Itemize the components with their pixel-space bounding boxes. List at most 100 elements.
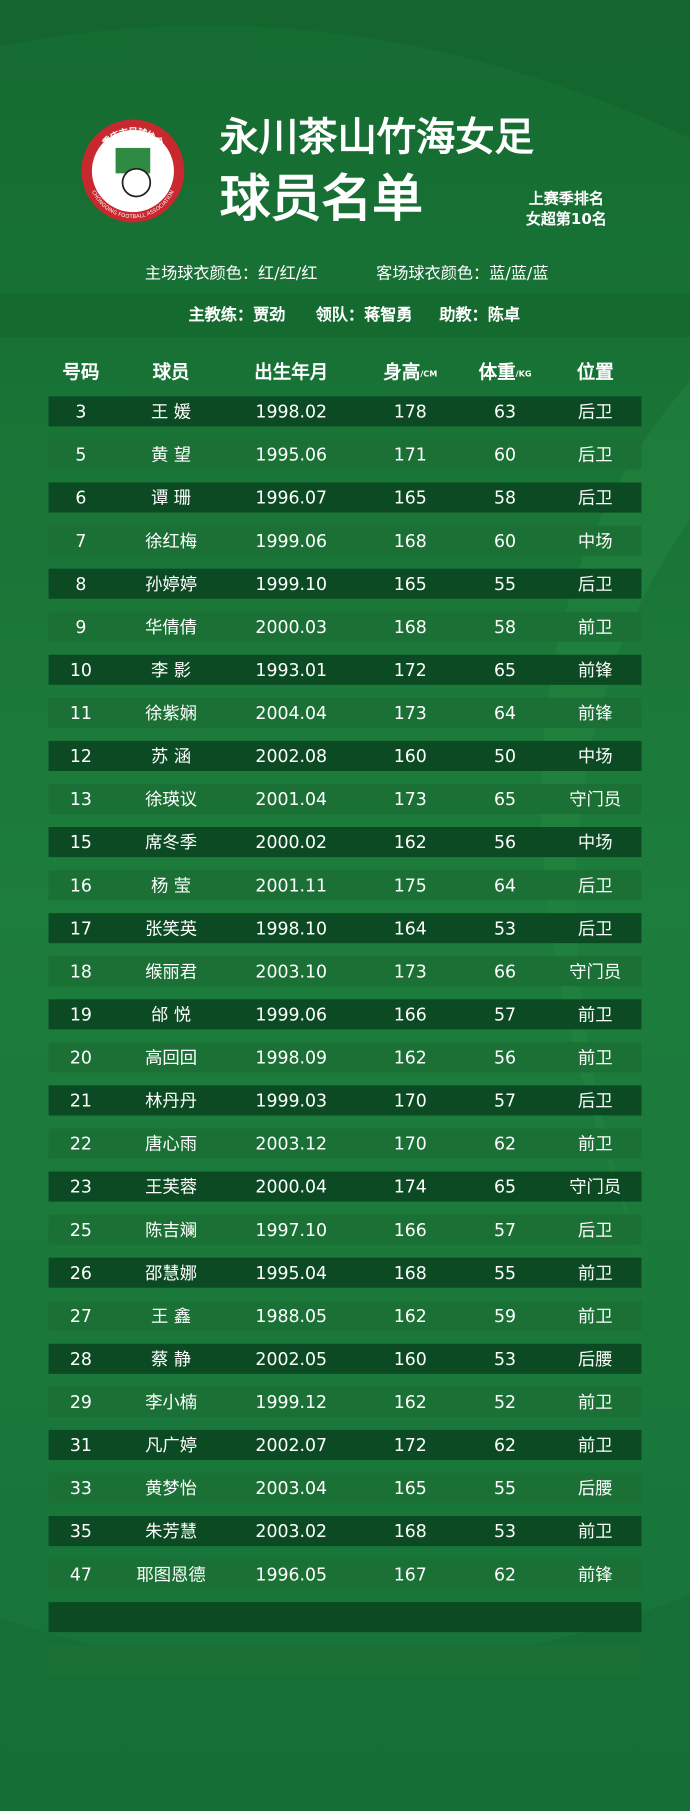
cell: 166	[394, 1221, 427, 1241]
column-header: 体重/KG	[479, 361, 532, 383]
cell: 57	[494, 1092, 516, 1112]
cell: 60	[494, 532, 516, 552]
cell: 164	[394, 919, 427, 939]
cell: 170	[394, 1092, 427, 1112]
cell: 1998.02	[255, 403, 327, 423]
staff-band	[0, 293, 690, 338]
cell: 1995.06	[255, 446, 327, 466]
cell: 前卫	[578, 1264, 613, 1284]
cell: 15	[70, 833, 92, 853]
row-band	[48, 999, 642, 1030]
cell: 2003.02	[255, 1522, 327, 1542]
title: 永川茶山竹海女足	[220, 115, 535, 160]
cell: 23	[70, 1178, 92, 1198]
cell: 前卫	[578, 1135, 613, 1155]
cell: 后腰	[578, 1350, 613, 1370]
row-band	[48, 1042, 642, 1073]
row-band	[48, 1257, 642, 1288]
cell: 前卫	[578, 1393, 613, 1413]
row-band	[48, 1214, 642, 1245]
cell: 53	[494, 919, 516, 939]
row-band	[48, 1472, 642, 1504]
row-band	[48, 1343, 642, 1374]
swoosh	[0, 0, 690, 139]
cell: 2002.08	[255, 747, 327, 767]
cell: 53	[494, 1522, 516, 1542]
cell: 前锋	[578, 661, 613, 681]
cell: 2003.04	[255, 1479, 327, 1499]
ranking-line: 女超第10名	[526, 210, 607, 228]
kit-color: 客场球衣颜色：蓝/蓝/蓝	[376, 263, 548, 282]
row-band	[48, 740, 642, 771]
cell: 20	[70, 1049, 92, 1069]
cell: 58	[494, 618, 516, 638]
row-band	[48, 870, 642, 901]
cell: 160	[394, 747, 427, 767]
cell: 后卫	[578, 446, 613, 466]
cell: 174	[394, 1178, 427, 1198]
cell: 31	[70, 1436, 92, 1456]
column-header: 位置	[577, 361, 614, 383]
cell: 21	[70, 1092, 92, 1112]
cell: 2000.02	[255, 833, 327, 853]
cell: 56	[494, 1049, 516, 1069]
cell: 171	[394, 446, 427, 466]
cell: 前卫	[578, 1436, 613, 1456]
cell: 173	[394, 790, 427, 810]
cell: 172	[394, 1436, 427, 1456]
cell: 后卫	[578, 1221, 613, 1241]
row-band	[48, 1602, 642, 1633]
cell: 66	[494, 962, 516, 982]
cell: 后卫	[578, 1092, 613, 1112]
cell: 166	[394, 1005, 427, 1025]
row-band	[48, 697, 642, 728]
cell: 中场	[578, 833, 613, 853]
staff: 助教：陈卓	[439, 305, 520, 324]
row-band	[48, 1429, 642, 1460]
cell: 孙婷婷	[145, 575, 197, 595]
cell: 53	[494, 1350, 516, 1370]
cell: 62	[494, 1135, 516, 1155]
column-header: 号码	[62, 362, 99, 383]
column-header: 身高/CM	[383, 361, 437, 383]
cell: 1999.06	[255, 1005, 327, 1025]
cell: 后卫	[578, 489, 613, 509]
row-band	[48, 827, 642, 858]
cell: 后腰	[578, 1479, 613, 1499]
cell: 前锋	[578, 1565, 613, 1585]
cell: 前卫	[578, 1307, 613, 1327]
cell: 守门员	[569, 790, 621, 810]
cell: 2003.12	[255, 1135, 327, 1155]
staff: 领队：蒋智勇	[316, 305, 413, 324]
row-band	[48, 1128, 642, 1159]
row-band	[48, 654, 642, 685]
cell: 17	[70, 919, 92, 939]
row-band	[48, 1516, 642, 1547]
cell: 席冬季	[145, 833, 197, 853]
row-band	[48, 913, 642, 944]
cell: 63	[494, 403, 516, 423]
cell: 12	[70, 747, 92, 767]
cell: 杨 莹	[151, 876, 191, 896]
logo-ball	[121, 167, 152, 198]
cell: 33	[70, 1479, 92, 1499]
cell: 2001.04	[255, 790, 327, 810]
column-header: 球员	[153, 361, 190, 383]
kit-color: 主场球衣颜色：红/红/红	[145, 263, 317, 282]
cell: 165	[394, 489, 427, 509]
column-label: 号码	[62, 362, 99, 383]
row-band	[48, 1645, 642, 1676]
cell: 徐瑛议	[145, 790, 197, 810]
cell: 2000.03	[255, 618, 327, 638]
cell: 47	[70, 1565, 92, 1585]
cell: 50	[494, 747, 516, 767]
column-header: 出生年月	[254, 361, 328, 383]
cell: 162	[394, 1393, 427, 1413]
cell: 22	[70, 1135, 92, 1155]
cell: 5	[75, 446, 86, 466]
cell: 守门员	[569, 962, 621, 982]
cell: 162	[394, 833, 427, 853]
cell: 1996.07	[255, 489, 327, 509]
column-unit: /CM	[420, 368, 437, 378]
cell: 陈吉斓	[145, 1221, 197, 1241]
